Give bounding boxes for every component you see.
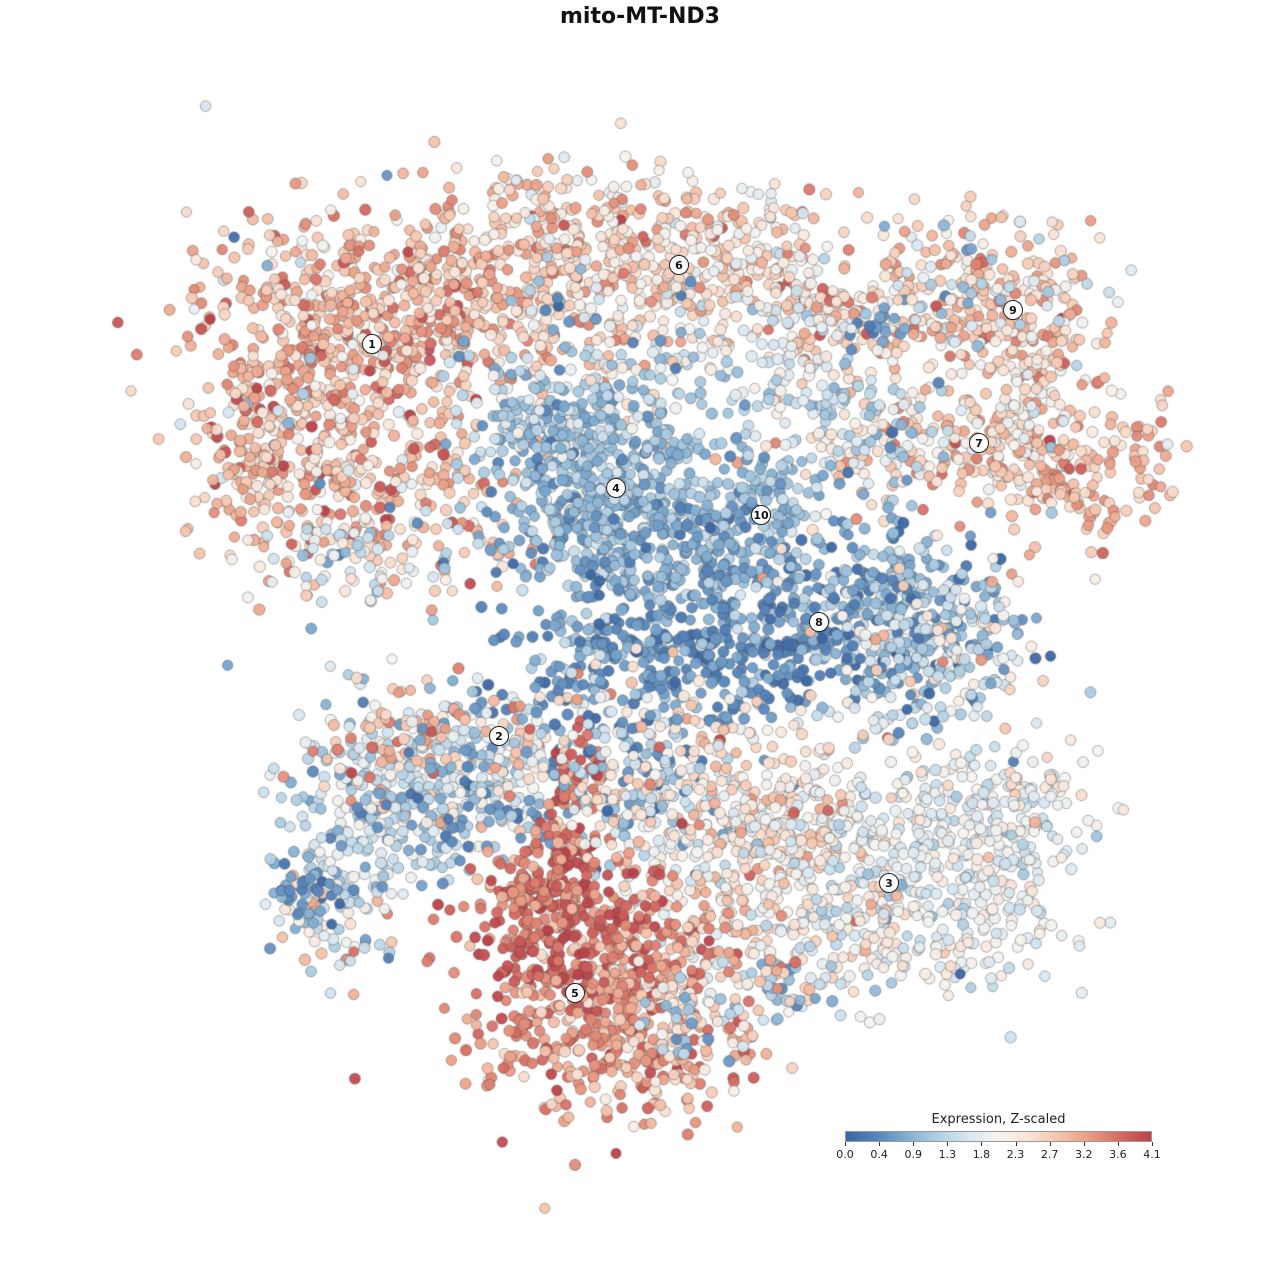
legend-tick-label: 1.8 (972, 1148, 991, 1161)
legend-tick-label: 1.3 (938, 1148, 957, 1161)
cluster-label-2: 2 (489, 726, 509, 746)
cluster-label-1: 1 (362, 334, 382, 354)
cluster-label-4: 4 (606, 478, 626, 498)
legend-tick-label: 2.3 (1006, 1148, 1025, 1161)
legend-gradient-bar (845, 1131, 1152, 1142)
legend-tick (1083, 1142, 1085, 1146)
legend-tick (1152, 1142, 1153, 1146)
legend-title: Expression, Z-scaled (931, 1112, 1066, 1127)
legend-tick-label: 3.6 (1109, 1148, 1127, 1161)
legend-tick (879, 1142, 881, 1146)
cluster-label-8: 8 (809, 612, 829, 632)
cluster-label-10: 10 (751, 505, 771, 525)
legend-tick (845, 1142, 846, 1146)
cluster-label-5: 5 (565, 983, 585, 1003)
legend-tick (913, 1142, 915, 1146)
legend-tick-label: 3.2 (1075, 1148, 1093, 1161)
cluster-label-7: 7 (969, 433, 989, 453)
cluster-label-3: 3 (879, 873, 899, 893)
legend-tick-label: 0.9 (904, 1148, 922, 1161)
legend-tick (981, 1142, 983, 1146)
legend-tick (1049, 1142, 1051, 1146)
legend-tick-label: 0.0 (836, 1148, 854, 1161)
color-legend: Expression, Z-scaled 0.0 0.4 0.9 1.3 1.8 2.3 2… (836, 1112, 1161, 1162)
cluster-label-6: 6 (669, 255, 689, 275)
legend-tick (1015, 1142, 1017, 1146)
legend-tick (1117, 1142, 1119, 1146)
legend-tick-label: 2.7 (1040, 1148, 1059, 1161)
legend-tick-marks (845, 1142, 1153, 1146)
legend-tick (947, 1142, 949, 1146)
legend-tick-labels: 0.0 0.4 0.9 1.3 1.8 2.3 2.7 3.2 3.6 4.1 (836, 1148, 1161, 1162)
cluster-label-9: 9 (1003, 300, 1023, 320)
legend-tick-label: 0.4 (870, 1148, 888, 1161)
legend-tick-label: 4.1 (1143, 1148, 1161, 1161)
